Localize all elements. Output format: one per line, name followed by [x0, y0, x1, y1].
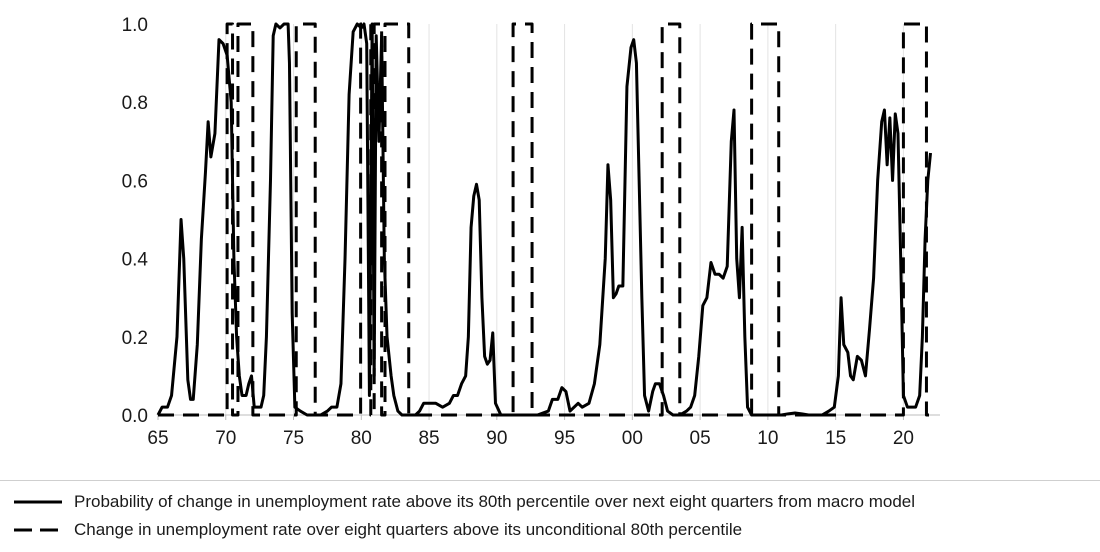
- legend: Probability of change in unemployment ra…: [0, 480, 1100, 552]
- x-tick-label: 80: [351, 428, 372, 449]
- x-tick-label: 95: [554, 428, 575, 449]
- y-tick-label: 0.0: [122, 406, 148, 427]
- legend-item-probability: Probability of change in unemployment ra…: [14, 490, 915, 514]
- y-tick-label: 0.8: [122, 93, 148, 114]
- x-tick-label: 05: [690, 428, 711, 449]
- x-tick-label: 15: [825, 428, 846, 449]
- legend-label-change: Change in unemployment rate over eight q…: [74, 520, 743, 539]
- y-axis: 0.0 0.2 0.4 0.6 0.8 1.0: [122, 15, 149, 427]
- legend-label-probability: Probability of change in unemployment ra…: [74, 492, 916, 511]
- x-tick-label: 85: [418, 428, 439, 449]
- series-group: [156, 22, 933, 417]
- x-tick-label: 65: [147, 428, 168, 449]
- chart: 65 70 75 80 85 90 95 00 05 10 15 20 0.0 0.2 0.4 0.6 0.8…: [122, 15, 940, 449]
- y-tick-label: 0.2: [122, 328, 148, 349]
- x-axis: 65 70 75 80 85 90 95 00 05 10 15 20: [147, 414, 940, 449]
- series-line-dashed: [158, 22, 931, 417]
- x-tick-label: 10: [757, 428, 778, 449]
- series-line-solid: [156, 22, 933, 417]
- x-tick-label: 90: [486, 428, 507, 449]
- y-tick-label: 0.4: [122, 250, 149, 271]
- x-tick-label: 70: [215, 428, 236, 449]
- y-tick-label: 1.0: [122, 15, 148, 36]
- x-tick-label: 00: [622, 428, 643, 449]
- legend-item-change: Change in unemployment rate over eight q…: [14, 518, 742, 542]
- x-tick-label: 20: [893, 428, 914, 449]
- legend-swatch-solid: [14, 500, 62, 504]
- grid: [225, 24, 904, 415]
- y-tick-label: 0.6: [122, 171, 148, 192]
- legend-swatch-dashed: [14, 528, 62, 532]
- x-tick-label: 75: [283, 428, 304, 449]
